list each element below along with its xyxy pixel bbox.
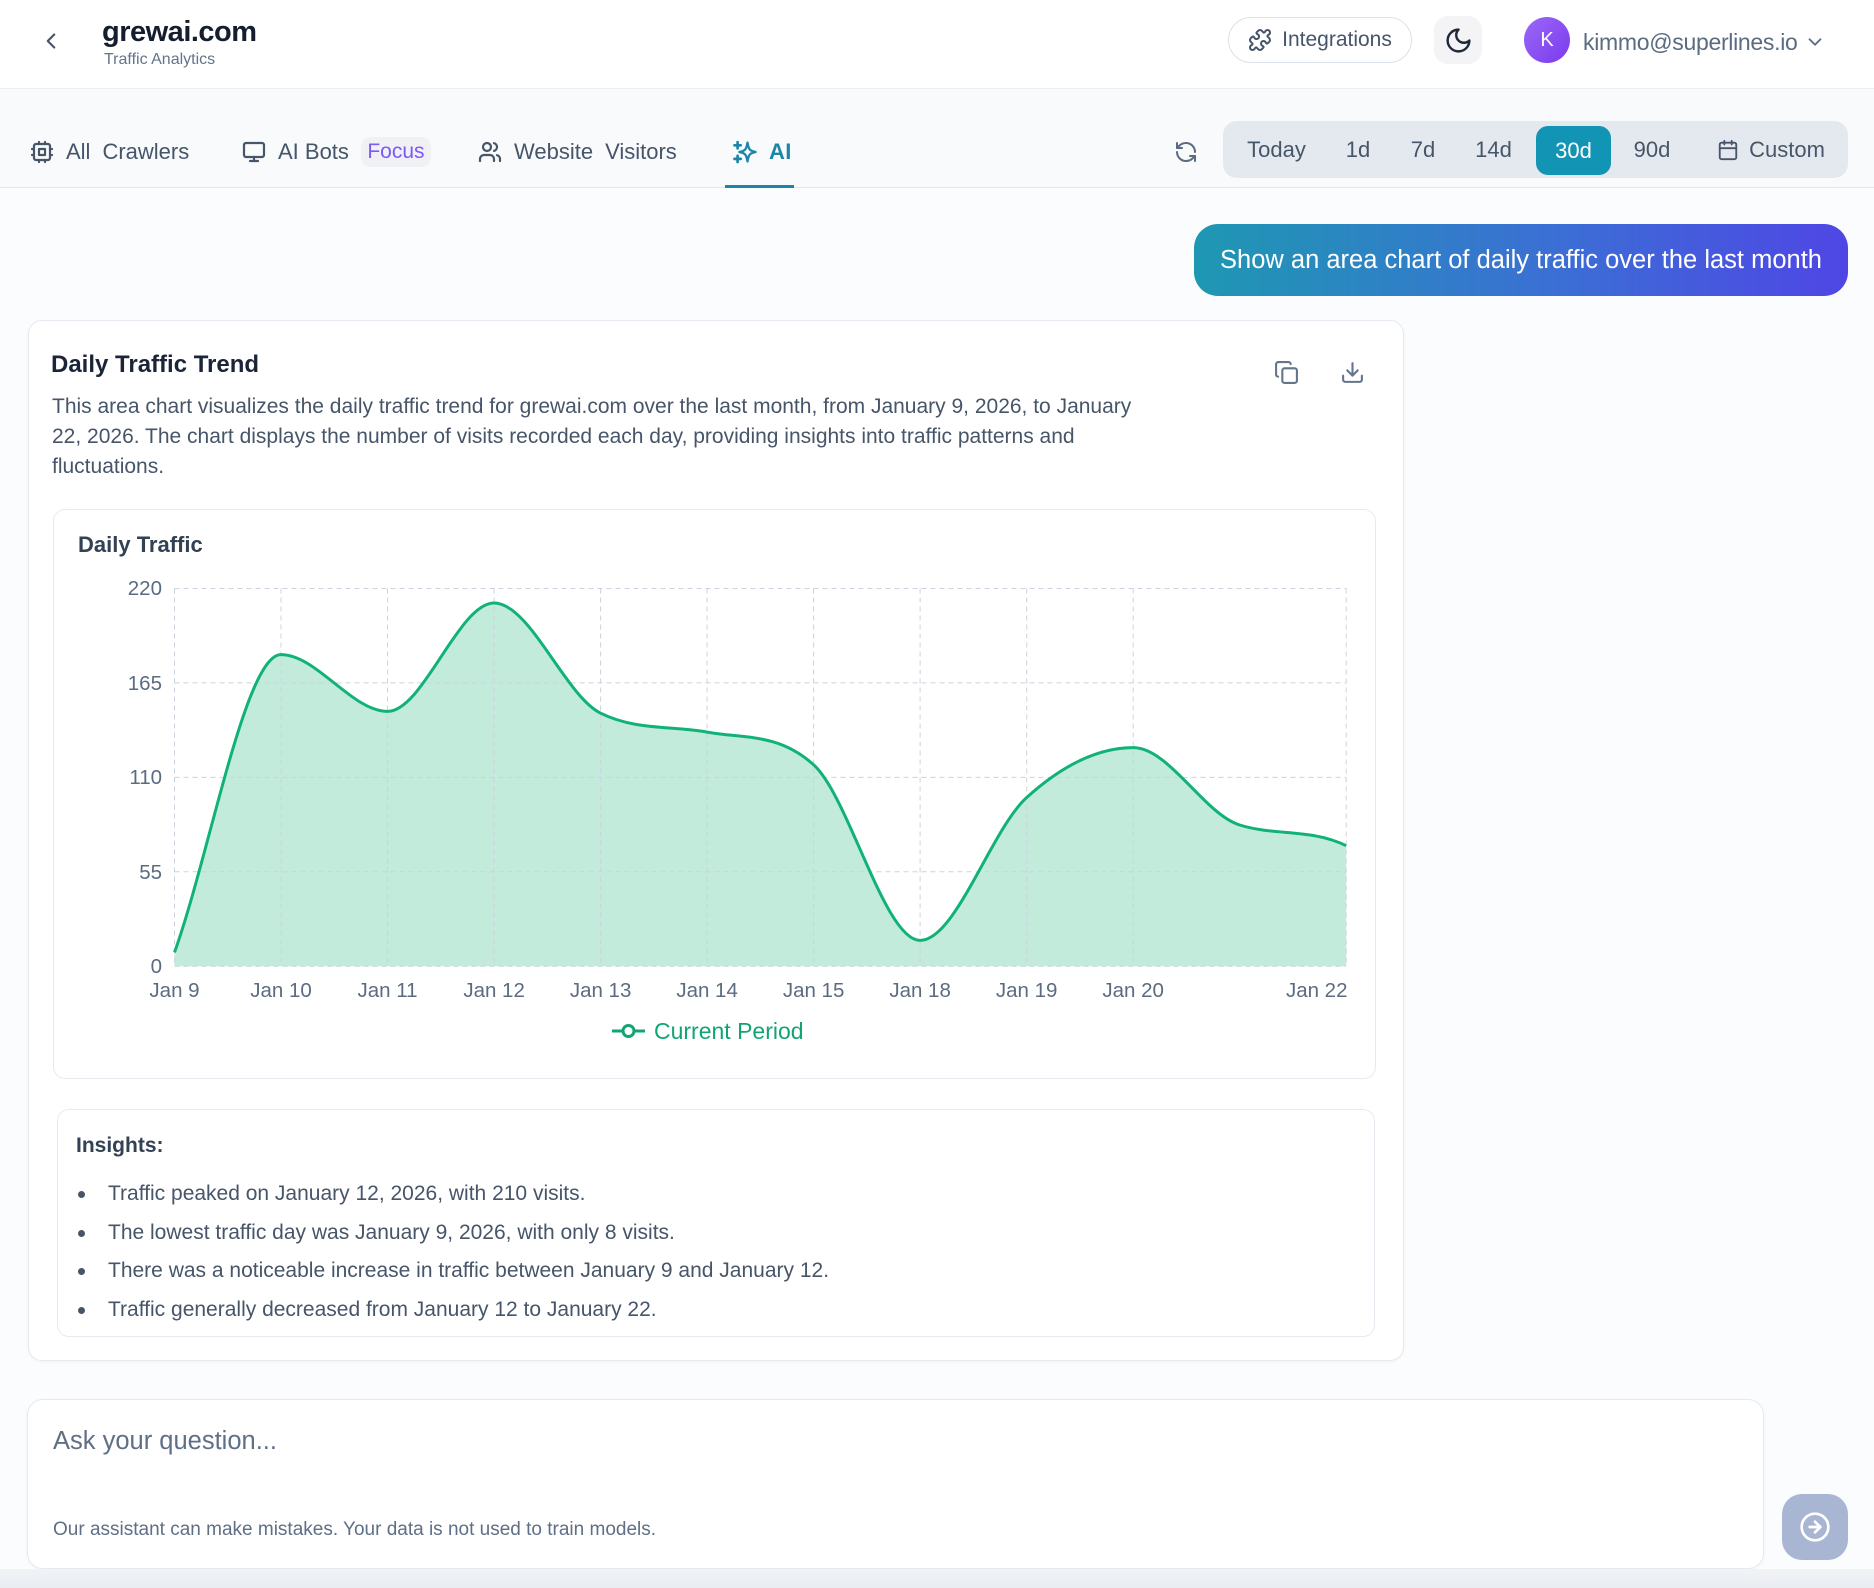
svg-text:Jan 14: Jan 14 bbox=[676, 979, 738, 1002]
svg-text:Jan 15: Jan 15 bbox=[783, 979, 845, 1002]
svg-text:Jan 20: Jan 20 bbox=[1102, 979, 1164, 1002]
svg-text:Jan 9: Jan 9 bbox=[149, 979, 199, 1002]
svg-text:Jan 12: Jan 12 bbox=[463, 979, 525, 1002]
svg-text:220: 220 bbox=[128, 577, 162, 600]
svg-text:Jan 13: Jan 13 bbox=[570, 979, 632, 1002]
svg-text:Jan 22: Jan 22 bbox=[1286, 979, 1348, 1002]
svg-text:0: 0 bbox=[151, 955, 162, 978]
svg-text:Jan 19: Jan 19 bbox=[996, 979, 1058, 1002]
svg-text:165: 165 bbox=[128, 672, 162, 695]
svg-text:Jan 11: Jan 11 bbox=[357, 979, 417, 1002]
svg-text:55: 55 bbox=[139, 861, 162, 884]
svg-text:Current Period: Current Period bbox=[654, 1018, 804, 1044]
svg-text:Jan 18: Jan 18 bbox=[889, 979, 951, 1002]
svg-text:Jan 10: Jan 10 bbox=[250, 979, 312, 1002]
svg-text:110: 110 bbox=[129, 766, 162, 789]
